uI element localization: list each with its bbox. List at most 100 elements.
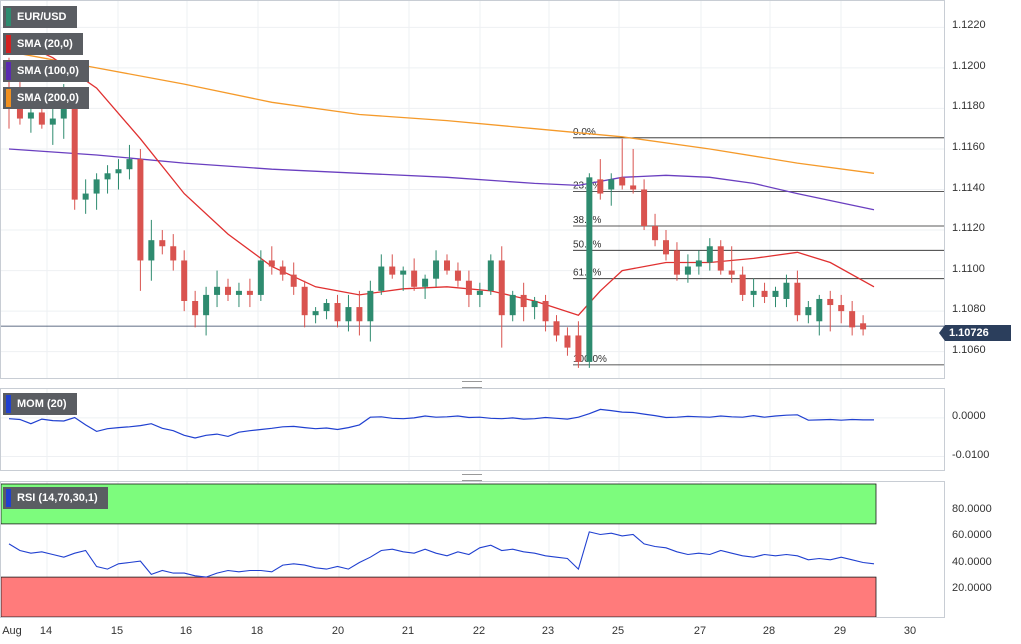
rsi-label: RSI (14,70,30,1) [17,492,98,504]
candle-body [268,260,275,267]
candle-body [93,179,100,194]
candle [137,148,144,291]
overbought-zone [1,483,877,525]
candle [695,250,702,275]
candle [564,327,571,356]
candle [323,298,330,320]
candle [487,254,494,295]
fib-label: 0.0% [573,127,596,138]
candle-body [849,311,856,328]
candle-body [49,118,56,125]
time-tick-label: 18 [250,625,264,637]
price-tick-label: 1.1160 [952,140,985,153]
time-tick-label: 20 [331,625,345,637]
candle [827,290,834,332]
candle [170,234,177,271]
candle-body [860,323,867,330]
momentum-axis: -0.0100 0.0000 [945,388,1021,471]
symbol-swatch [6,8,11,26]
candle [104,165,111,194]
candle-body [783,282,790,299]
candle-body [531,300,538,308]
candle [630,148,637,194]
candle-body [816,298,823,322]
candle [717,240,724,275]
candle [411,258,418,291]
candle-body [542,300,549,322]
momentum-tag[interactable]: MOM (20) [3,393,77,415]
candle-body [235,290,242,295]
candle [619,138,626,190]
candle-body [838,305,845,312]
candle-body [433,260,440,279]
candle [706,238,713,271]
candle-body [290,274,297,287]
panel-resize-handle-2[interactable] [462,474,482,481]
price-tick-label: 1.1180 [952,100,985,113]
symbol-tag[interactable]: EUR/USD [3,6,77,28]
momentum-panel[interactable] [0,388,945,471]
candle [794,270,801,322]
time-tick-label: 16 [179,625,193,637]
candle-body [794,282,801,316]
sma200-tag[interactable]: SMA (200,0) [3,87,89,109]
candle [520,282,527,322]
time-tick-label: 21 [401,625,415,637]
candle [334,294,341,328]
candle-body [104,173,111,180]
rsi-tag[interactable]: RSI (14,70,30,1) [3,487,108,509]
candle-body [82,193,89,200]
candle-body [652,225,659,241]
candle [454,262,461,287]
candle-body [630,185,637,190]
candle [49,108,56,145]
panel-resize-handle-1[interactable] [462,381,482,388]
candle-body [246,290,253,295]
candle-body [181,260,188,301]
sma20-label: SMA (20,0) [17,38,73,50]
candle [597,159,604,200]
candle-body [619,177,626,186]
price-tick-label: 1.1200 [952,59,986,72]
candle-body [411,270,418,287]
candle [159,230,166,255]
rsi-swatch [6,489,11,507]
time-tick-label: 23 [541,625,555,637]
candle-body [137,159,144,261]
candle-body [71,98,78,200]
candle-body [487,260,494,291]
candle [772,286,779,308]
candle [345,294,352,332]
candle-body [38,112,45,125]
candle-body [192,300,199,316]
price-panel[interactable]: 0.0%23.6%38.2%50.0%61.8%100.0% [0,0,945,379]
candle-body [641,189,648,226]
candle-body [378,266,385,291]
rsi-panel[interactable] [0,481,945,618]
rsi-tick-label: 80.0000 [952,502,992,515]
candle [82,179,89,214]
candle-body [772,290,779,297]
candle-body [170,246,177,261]
candle [761,282,768,304]
oversold-zone [1,576,877,617]
candle [476,282,483,308]
candle-body [16,108,23,119]
candle-body [444,260,450,271]
price-chart: 0.0%23.6%38.2%50.0%61.8%100.0% [1,1,944,378]
candle [849,300,856,336]
sma100-line [8,148,875,211]
time-tick-label: 27 [693,625,707,637]
candle [586,173,593,368]
candle-body [126,159,133,170]
candle-body [553,321,560,336]
sma20-tag[interactable]: SMA (20,0) [3,33,83,55]
sma20-swatch [6,35,11,53]
candle-body [345,307,352,322]
rsi-chart [1,482,877,617]
rsi-line [8,531,875,578]
sma100-tag[interactable]: SMA (100,0) [3,60,89,82]
candle-body [717,246,724,271]
candle [148,219,155,281]
candle-body [148,240,155,261]
